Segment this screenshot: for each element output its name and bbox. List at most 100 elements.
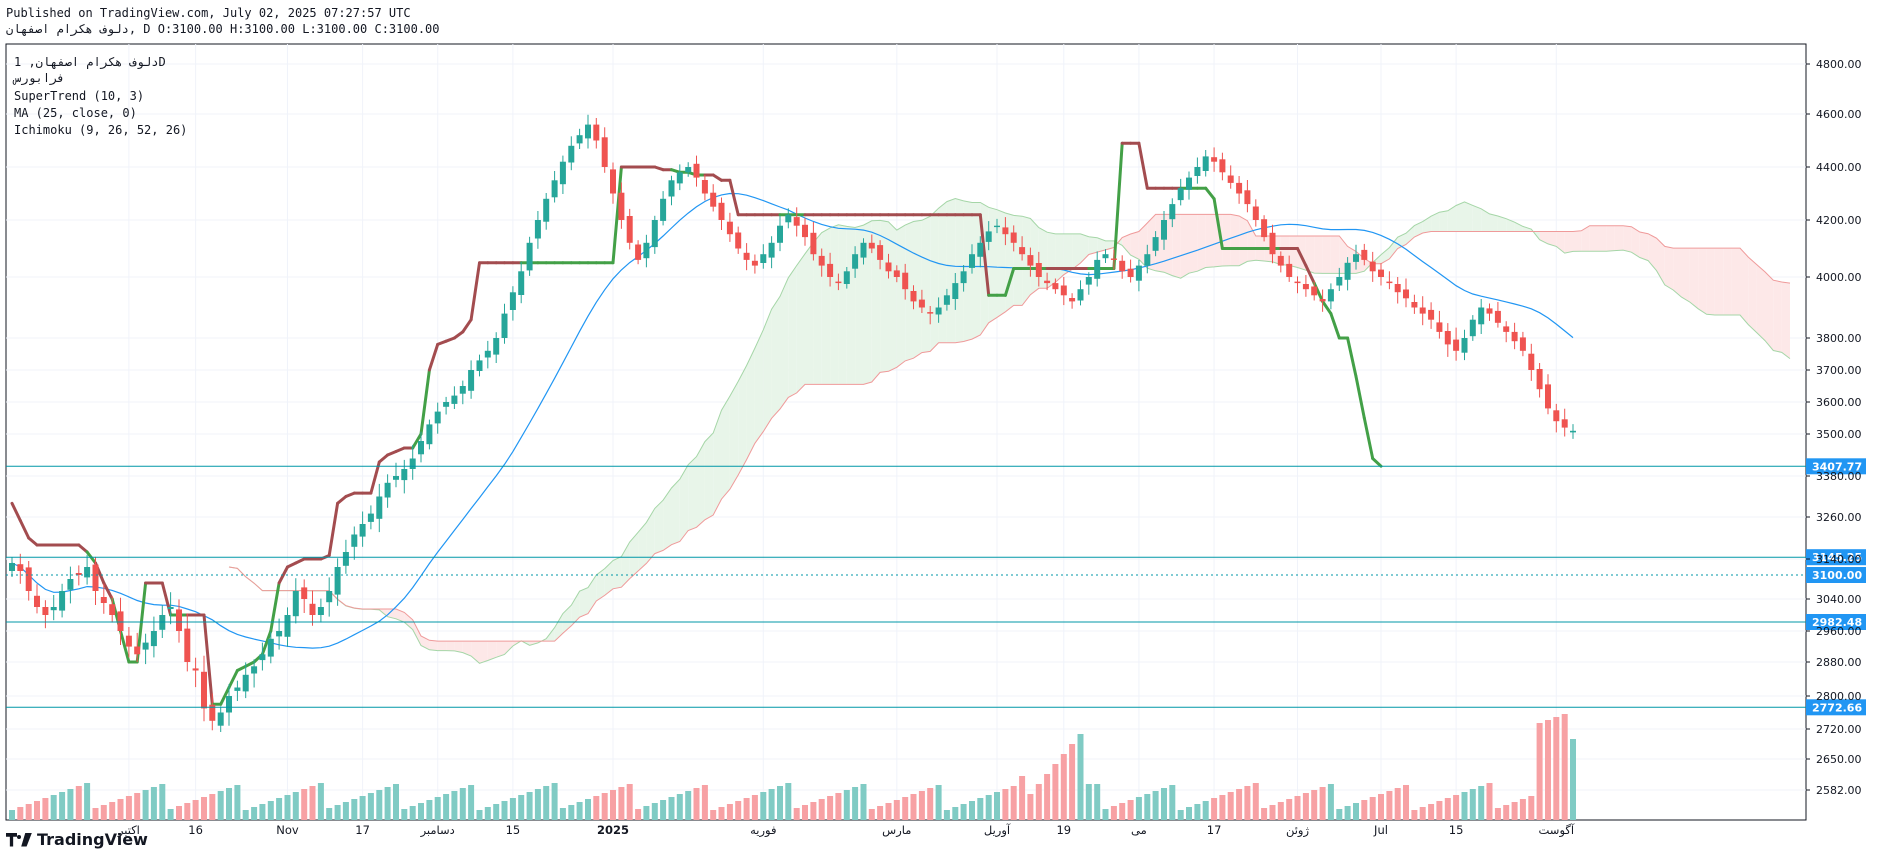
supertrend-line [269, 581, 281, 633]
candle-body [935, 307, 942, 315]
candle-body [785, 214, 792, 223]
supertrend-line [1137, 141, 1149, 190]
volume-bar [1202, 801, 1209, 820]
supertrend-line [1312, 281, 1325, 303]
candle-body [376, 496, 383, 519]
volume-bar [1094, 784, 1101, 820]
legend-ichimoku[interactable]: Ichimoku (9, 26, 52, 26) [14, 123, 188, 137]
candle-body [1077, 289, 1084, 301]
ichimoku-cloud [1180, 214, 1189, 279]
ichimoku-cloud [663, 488, 672, 551]
candle-body [1519, 337, 1526, 351]
candle-body [209, 704, 216, 721]
ichimoku-cloud [496, 641, 505, 658]
supertrend-line [427, 342, 440, 372]
x-axis-tick-label: دسامبر [420, 823, 455, 838]
ichimoku-cloud [1681, 248, 1690, 303]
y-axis-tick-label: 4800.00 [1816, 58, 1862, 71]
volume-bar [1294, 796, 1301, 820]
candle-body [685, 167, 692, 173]
ichimoku-cloud [671, 479, 680, 545]
candle-body [952, 283, 959, 299]
volume-bar [376, 790, 383, 820]
ichimoku-cloud [813, 232, 822, 385]
volume-bar [351, 799, 358, 820]
candle-body [242, 674, 249, 692]
ichimoku-cloud [429, 640, 438, 651]
supertrend-line [202, 613, 214, 706]
ichimoku-cloud [1072, 233, 1081, 270]
legend-symbol[interactable]: دلوف هکرام اصفهان, 1D [14, 55, 166, 69]
ichimoku-cloud [1472, 205, 1482, 232]
candle-body [1494, 310, 1501, 323]
candle-body [777, 225, 783, 243]
supertrend-line [277, 565, 289, 585]
candle-body [1060, 285, 1067, 296]
candle-body [176, 609, 182, 631]
ichimoku-cloud [1731, 248, 1740, 315]
volume-bar [1269, 805, 1276, 820]
x-axis-tick-label: 2025 [597, 823, 629, 837]
volume-bar [935, 785, 942, 820]
candle-body [1102, 254, 1109, 259]
volume-bar [1361, 800, 1368, 820]
candle-body [476, 360, 483, 371]
volume-bar [1277, 802, 1284, 820]
candle-body [593, 124, 600, 141]
volume-bar [818, 799, 825, 820]
volume-bar [309, 786, 316, 820]
ichimoku-cloud [1698, 248, 1707, 315]
ichimoku-cloud [404, 612, 413, 630]
supertrend-line [978, 213, 991, 297]
volume-bar [267, 801, 274, 820]
candle-body [1353, 254, 1359, 262]
candle-body [985, 231, 992, 242]
volume-bar [1394, 788, 1401, 820]
volume-bar [1219, 795, 1226, 820]
candle-body [276, 631, 283, 637]
ichimoku-cloud [1097, 237, 1106, 253]
volume-bar [443, 794, 450, 820]
volume-bar [484, 807, 491, 820]
ichimoku-cloud [654, 500, 664, 554]
ichimoku-cloud [788, 265, 797, 398]
candle-body [534, 220, 541, 239]
candle-body [459, 386, 466, 394]
volume-bar [1069, 744, 1076, 820]
y-axis-tick-label: 3500.00 [1816, 428, 1862, 441]
supertrend-line [394, 446, 406, 453]
candle-body [710, 192, 717, 207]
volume-bar [852, 787, 859, 820]
candle-body [551, 180, 558, 198]
volume-bar [701, 785, 708, 820]
volume-bar [1060, 754, 1067, 820]
candle-body [918, 299, 925, 308]
volume-bar [1411, 810, 1418, 820]
candle-body [1186, 177, 1192, 190]
candle-body [1119, 260, 1126, 272]
candle-body [384, 482, 391, 498]
ichimoku-cloud [1055, 233, 1064, 283]
ichimoku-cloud [896, 225, 906, 368]
supertrend-line [1329, 312, 1341, 340]
supertrend-line [469, 261, 481, 322]
volume-bar [451, 791, 458, 820]
ichimoku-cloud [1548, 231, 1557, 247]
ichimoku-cloud [462, 641, 472, 656]
ichimoku-cloud [1765, 271, 1774, 351]
candle-body [768, 242, 775, 258]
candle-body [1545, 384, 1551, 409]
tradingview-brand[interactable]: TradingView [6, 830, 148, 849]
candle-body [409, 458, 416, 469]
volume-bar [902, 797, 909, 820]
brand-name: TradingView [37, 830, 148, 849]
legend-supertrend[interactable]: SuperTrend (10, 3) [14, 89, 145, 103]
candle-body [676, 172, 683, 184]
level-price-tag [1806, 549, 1866, 566]
ichimoku-cloud [1631, 226, 1640, 258]
volume-bar [1044, 774, 1051, 820]
ichimoku-cloud [846, 226, 856, 385]
legend-ma[interactable]: MA (25, close, 0) [14, 106, 137, 120]
y-axis-tick-label: 4400.00 [1816, 161, 1862, 174]
